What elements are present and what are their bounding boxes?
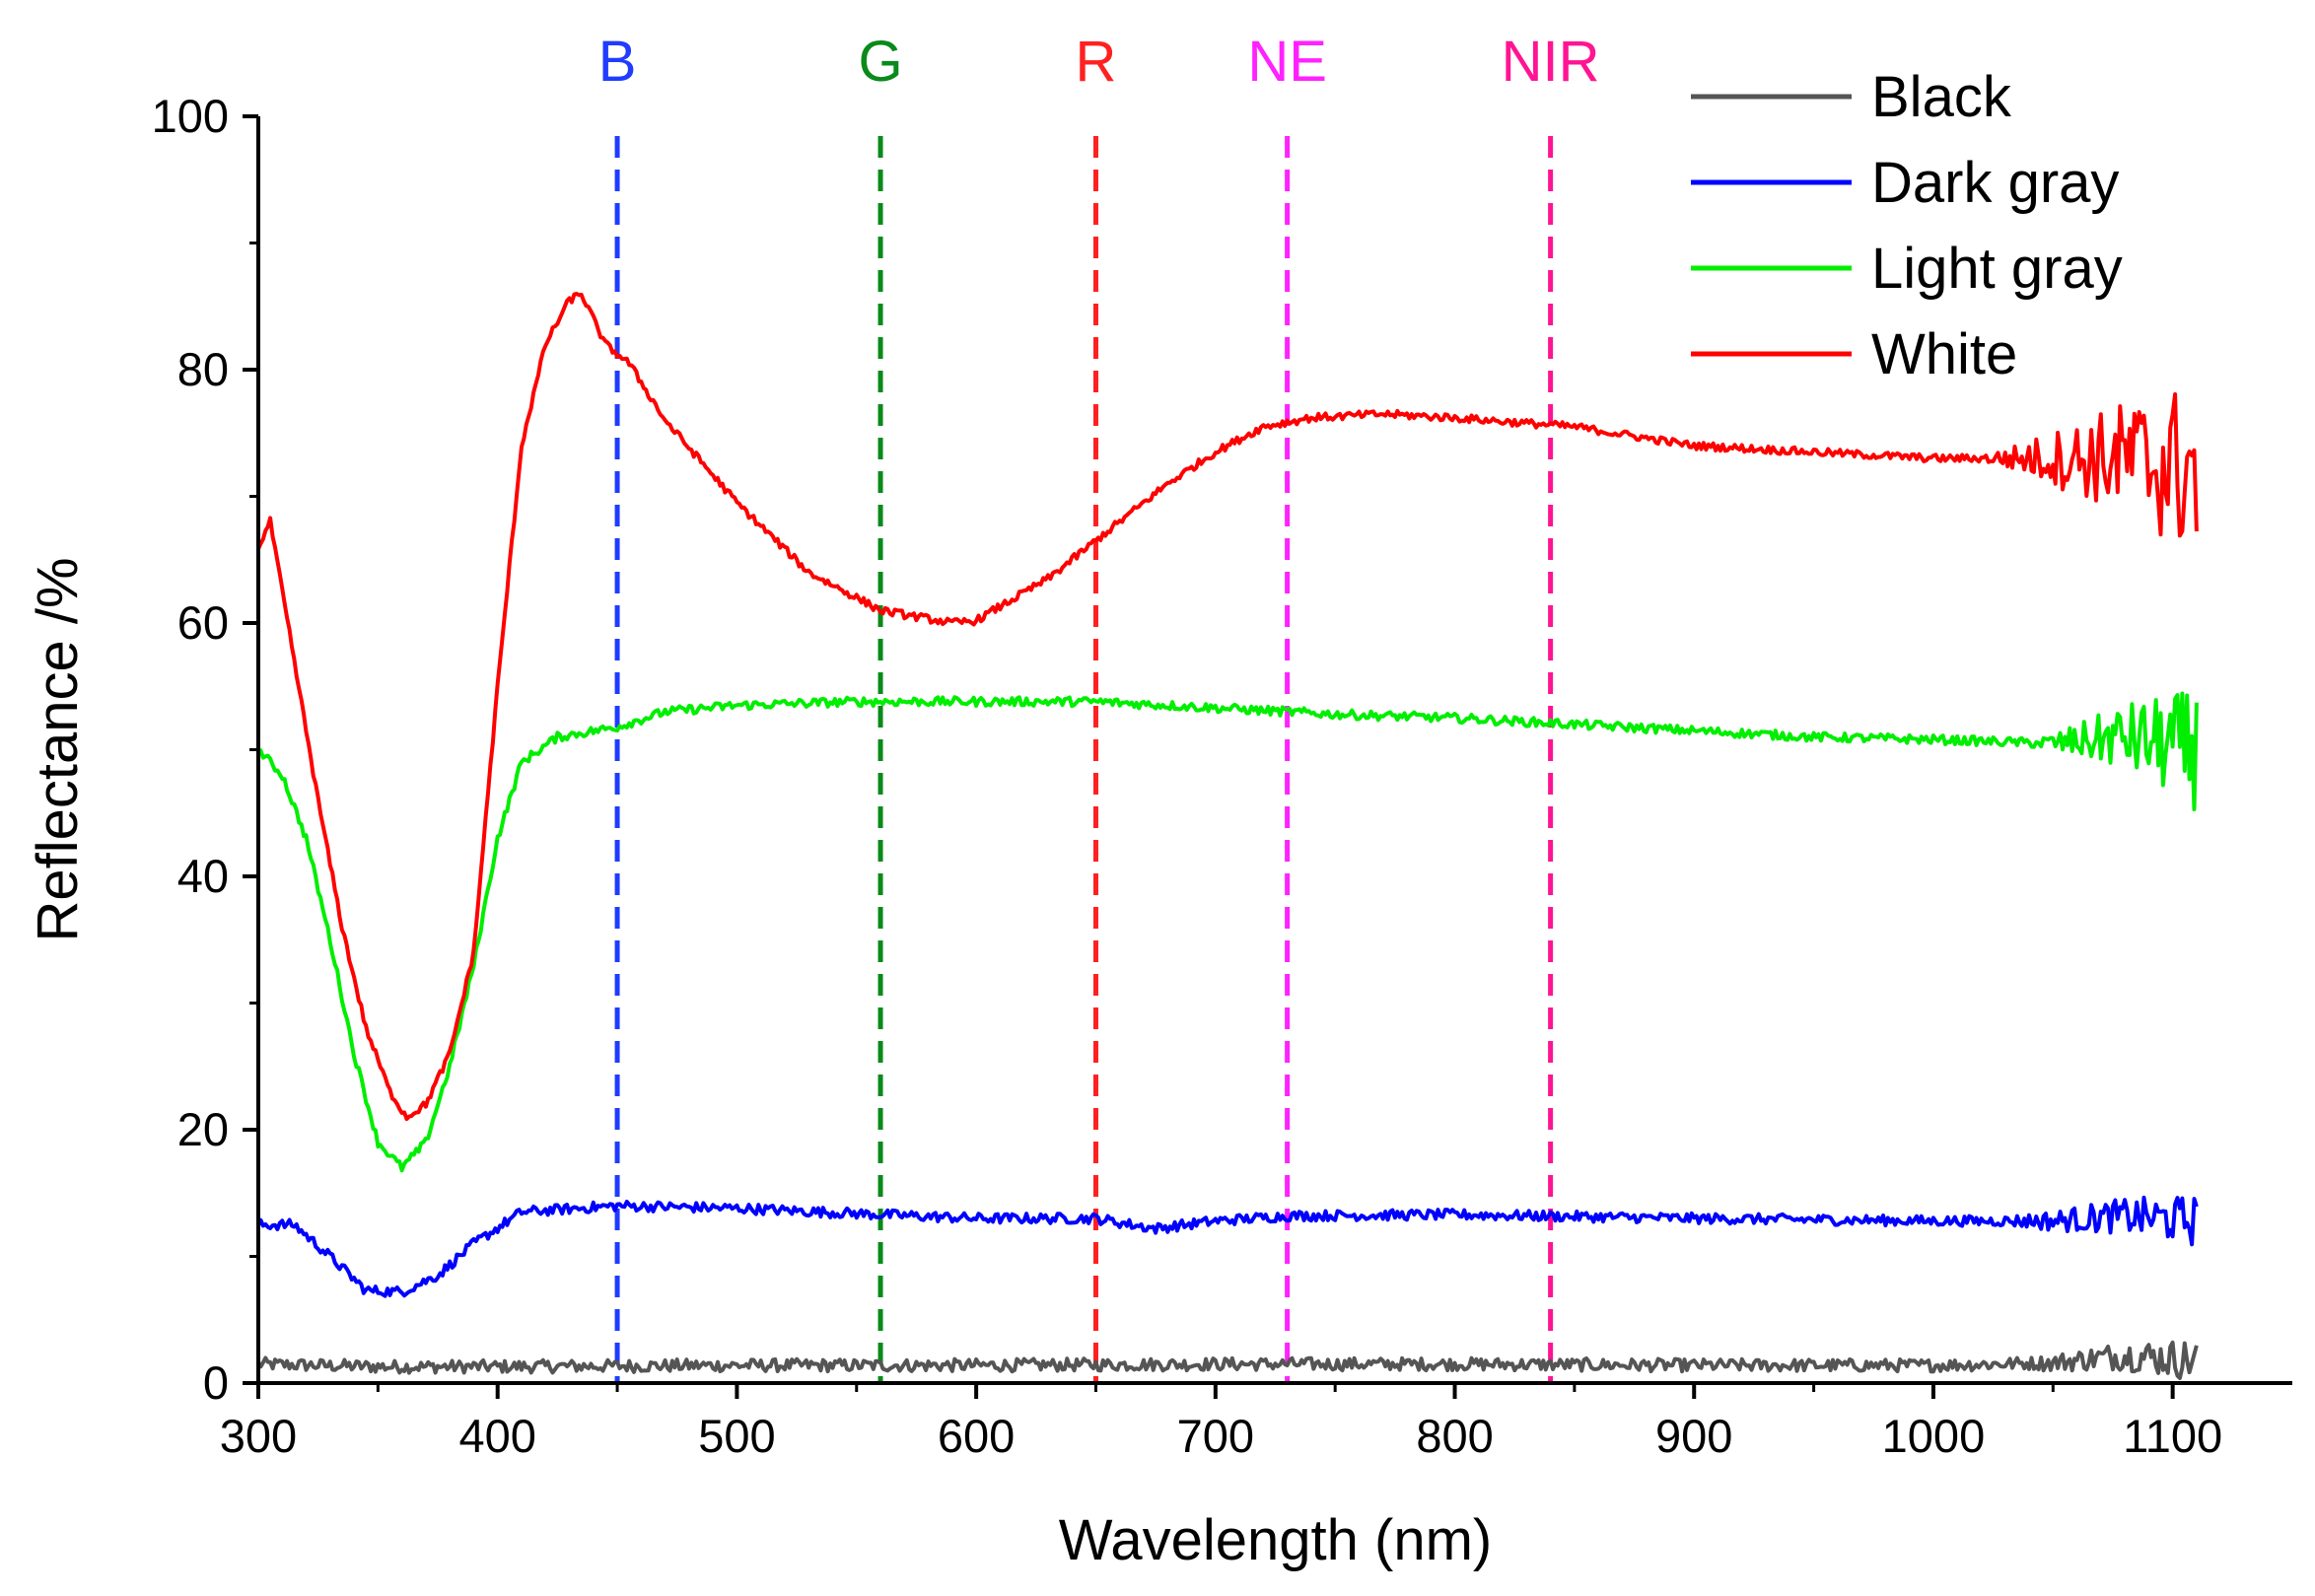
x-axis-title: Wavelength (nm) <box>1059 1508 1492 1572</box>
series-line-dark-gray <box>256 1195 2199 1298</box>
y-axis-title: Reflectance /% <box>26 557 90 941</box>
band-label-r: R <box>1076 30 1117 94</box>
x-tick-label: 300 <box>220 1410 297 1462</box>
band-label-g: G <box>858 30 902 94</box>
y-tick-label: 0 <box>203 1356 229 1409</box>
x-tick-label: 500 <box>698 1410 775 1462</box>
legend-label-white: White <box>1871 322 2017 386</box>
series-line-black <box>256 1340 2199 1380</box>
x-tick-label: 1100 <box>2123 1410 2222 1462</box>
series-line-white <box>256 292 2199 1122</box>
band-markers: B G R NE NIR <box>598 30 1600 1383</box>
y-tick-label: 100 <box>152 90 229 142</box>
x-tick-label: 900 <box>1655 1410 1732 1462</box>
ticks: 300 400 500 600 700 800 900 1000 1100 0 20 40 60 80 10… <box>152 90 2223 1462</box>
x-tick-label: 800 <box>1416 1410 1493 1462</box>
y-tick-label: 60 <box>177 596 229 649</box>
band-label-nir: NIR <box>1502 30 1600 94</box>
y-tick-label: 20 <box>177 1103 229 1155</box>
legend-label-black: Black <box>1871 65 2012 129</box>
band-label-b: B <box>598 30 637 94</box>
x-tick-label: 600 <box>938 1410 1015 1462</box>
series-line-light-gray <box>256 691 2199 1173</box>
x-tick-label: 700 <box>1177 1410 1254 1462</box>
band-label-ne: NE <box>1247 30 1327 94</box>
legend-label-light-gray: Light gray <box>1871 237 2123 301</box>
x-tick-label: 1000 <box>1882 1410 1986 1462</box>
x-tick-label: 400 <box>458 1410 535 1462</box>
y-tick-label: 80 <box>177 343 229 395</box>
legend-label-dark-gray: Dark gray <box>1871 151 2119 215</box>
legend: Black Dark gray Light gray White <box>1691 65 2123 386</box>
series-lines <box>256 292 2199 1380</box>
y-tick-label: 40 <box>177 850 229 902</box>
